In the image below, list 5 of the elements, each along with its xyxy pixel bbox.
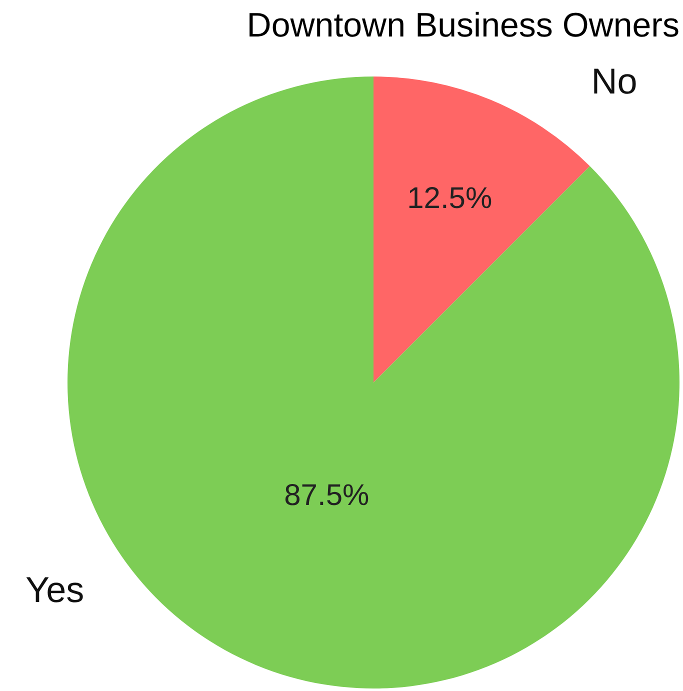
data-label: 87.5% [284,479,370,512]
slice-label: Yes [25,568,84,610]
chart-title: Downtown Business Owners [246,6,680,44]
data-label: 12.5% [407,182,492,216]
slice-label: No [591,60,638,102]
